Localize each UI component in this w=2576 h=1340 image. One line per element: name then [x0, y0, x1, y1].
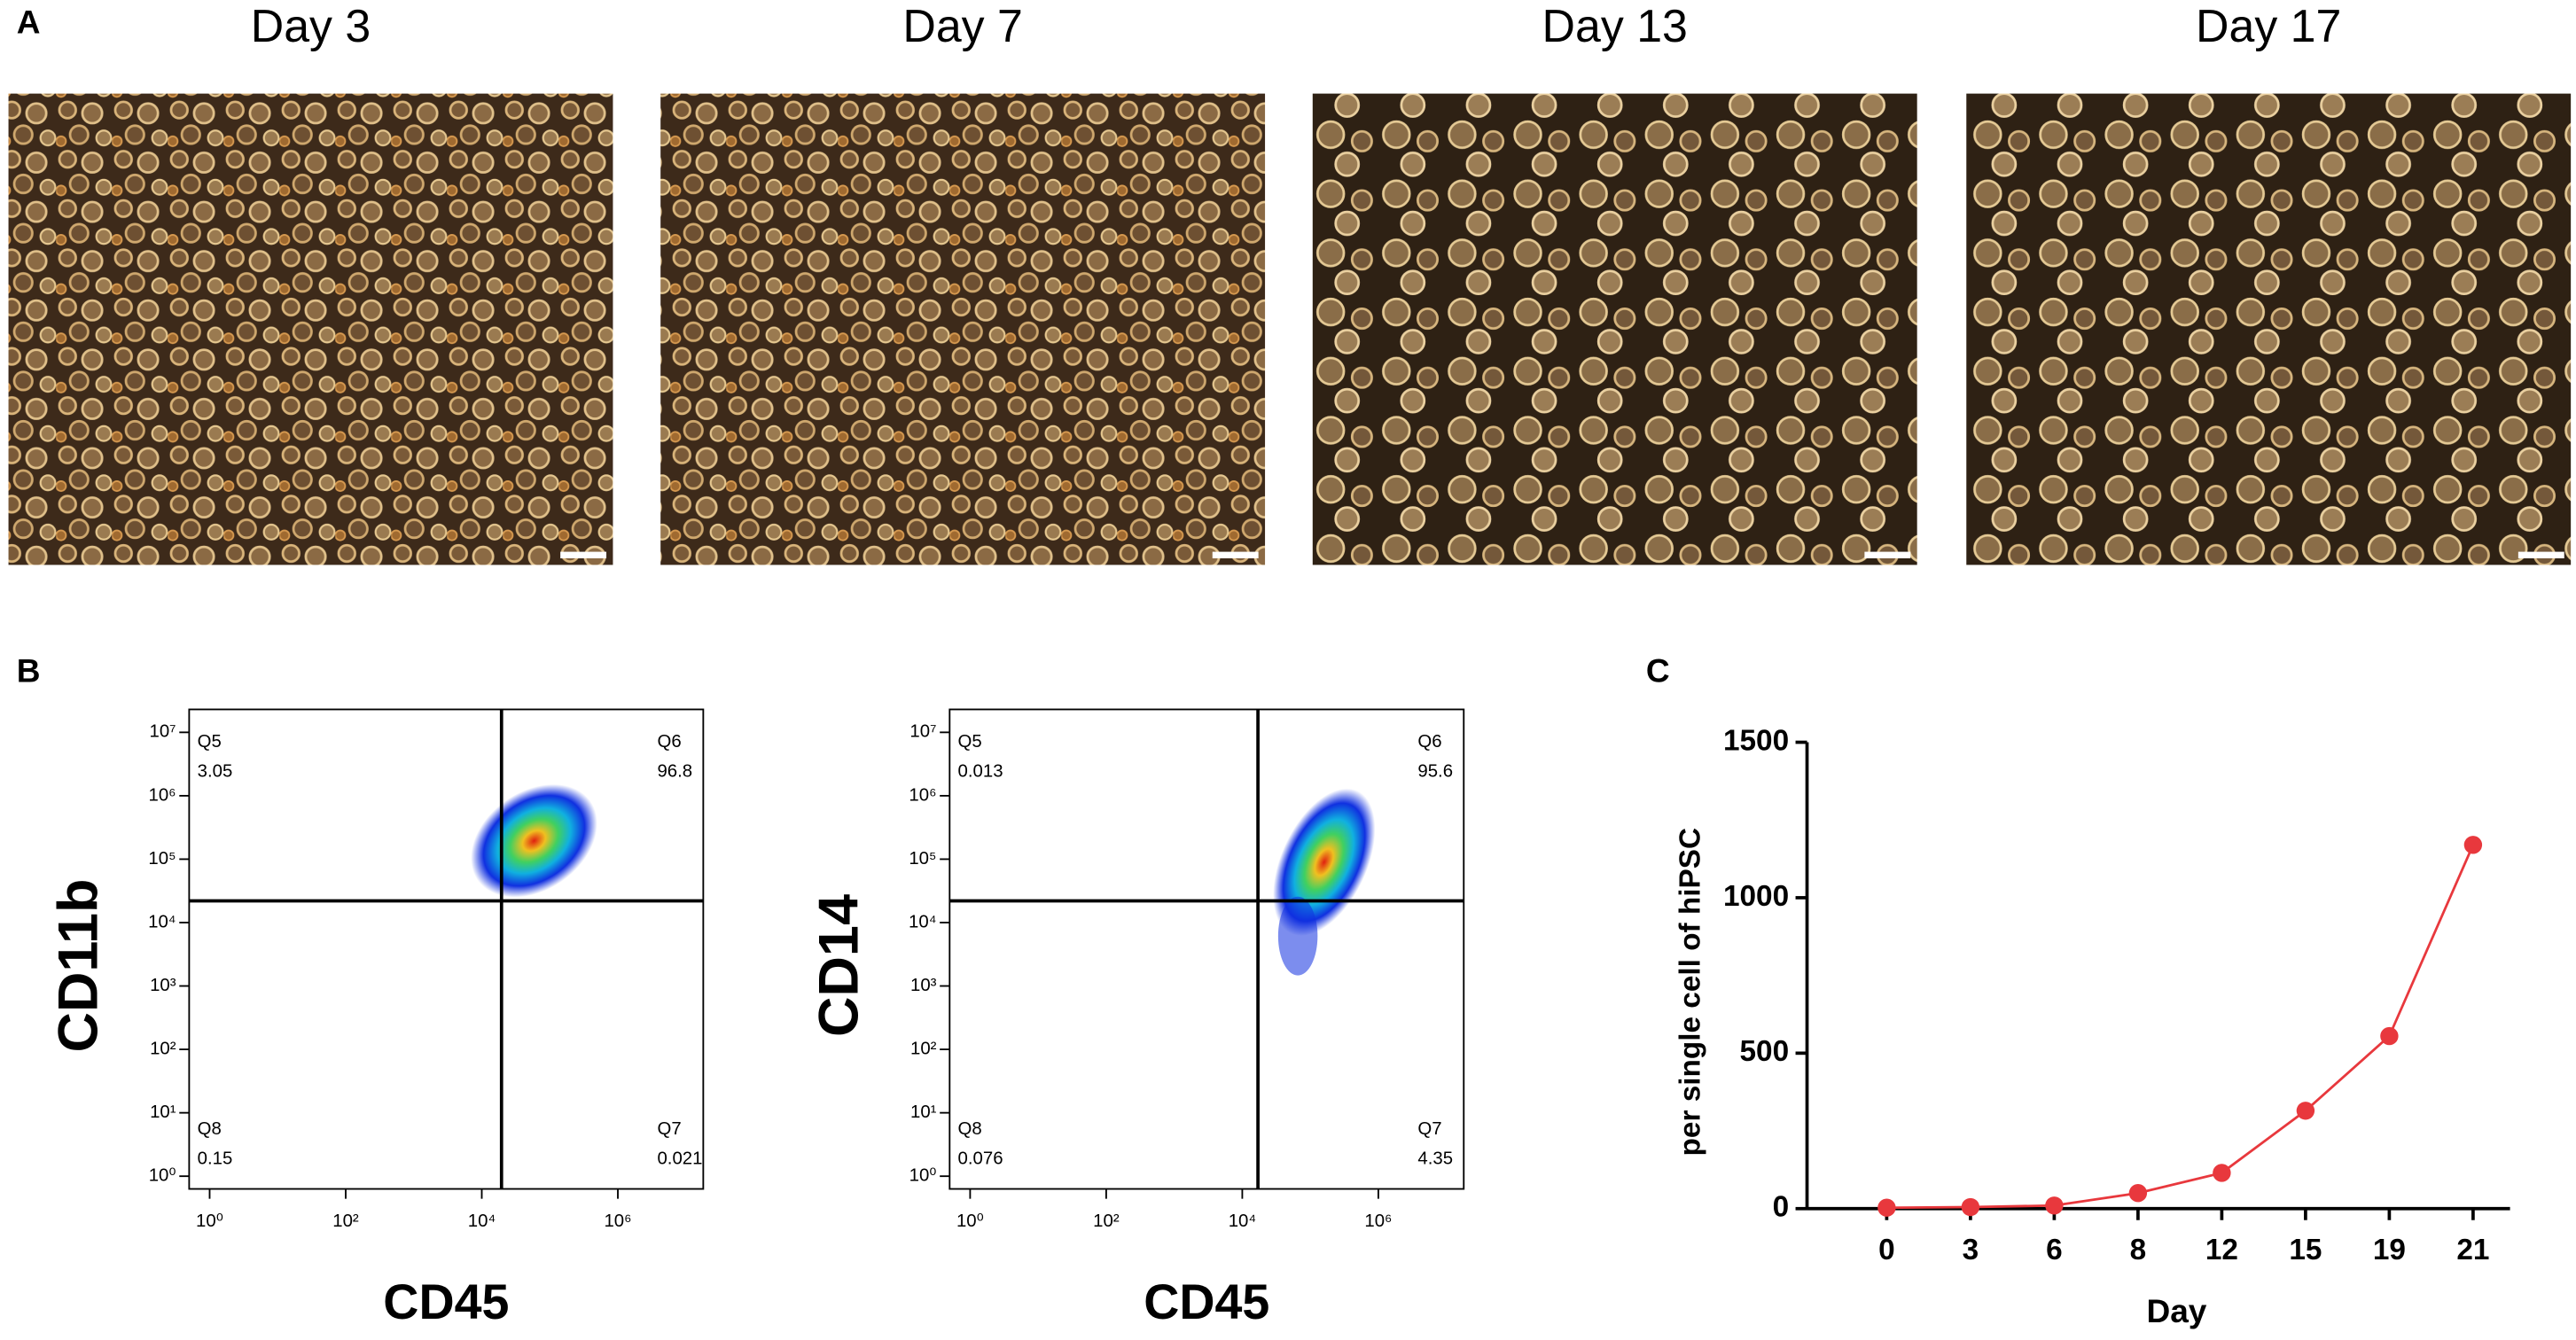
quadrant-name: Q6: [657, 732, 681, 752]
quadrant-value: 0.021: [657, 1149, 702, 1169]
x-axis-label: Day: [2146, 1292, 2206, 1329]
y-tick-label: 10⁵: [909, 849, 936, 869]
data-point: [2045, 1196, 2064, 1215]
y-tick-label: 0: [1773, 1191, 1790, 1224]
image-title: Day 7: [902, 0, 1023, 51]
y-tick-label: 1000: [1723, 880, 1789, 913]
x-tick-label: 10⁶: [1364, 1211, 1392, 1231]
quadrant-name: Q7: [657, 1119, 681, 1139]
panel-label: B: [17, 651, 41, 689]
y-tick-label: 10¹: [150, 1102, 176, 1122]
image-title: Day 13: [1542, 0, 1688, 51]
scale-bar: [1212, 551, 1259, 558]
quadrant-name: Q6: [1417, 732, 1441, 752]
y-tick-label: 1500: [1723, 724, 1789, 757]
data-point: [2380, 1026, 2399, 1046]
y-tick-label: 10²: [910, 1039, 937, 1058]
scale-bar: [1864, 551, 1911, 558]
x-tick-label: 19: [2373, 1234, 2406, 1266]
density-cloud: [1273, 788, 1376, 936]
y-tick-label: 10³: [150, 976, 176, 995]
y-tick-label: 10⁴: [148, 912, 176, 931]
density-tail: [1277, 896, 1318, 976]
x-tick-label: 10⁴: [468, 1211, 496, 1231]
data-point: [2128, 1184, 2148, 1203]
data-point: [2213, 1164, 2231, 1182]
x-axis-label: CD45: [1144, 1274, 1269, 1329]
x-tick-label: 10⁰: [956, 1211, 984, 1231]
y-axis-label: CD11b: [48, 878, 110, 1052]
micrograph: [1966, 93, 2572, 565]
quadrant-value: 4.35: [1417, 1149, 1453, 1169]
data-point: [2296, 1102, 2315, 1120]
density-cloud: [471, 783, 597, 898]
plot-frame: [948, 708, 1465, 1190]
quadrant-value: 95.6: [1417, 761, 1453, 781]
quadrant-value: 0.076: [958, 1149, 1003, 1169]
x-tick-label: 10⁰: [196, 1211, 223, 1231]
y-tick-label: 10²: [150, 1039, 176, 1058]
y-tick-label: 10⁶: [909, 785, 936, 805]
quadrant-name: Q8: [958, 1119, 982, 1139]
x-tick-label: 3: [1963, 1234, 1979, 1266]
y-tick-label: 500: [1740, 1035, 1790, 1068]
micrograph: [660, 93, 1266, 565]
y-tick-label: 10³: [910, 976, 937, 995]
image-title: Day 17: [2196, 0, 2341, 51]
x-tick-label: 10²: [1093, 1211, 1120, 1231]
quadrant-value: 0.15: [198, 1149, 233, 1169]
y-tick-label: 10⁷: [150, 722, 176, 742]
image-title: Day 3: [251, 0, 371, 51]
x-tick-label: 6: [2046, 1234, 2063, 1266]
y-axis-label: per single cell of hiPSC: [1674, 828, 1707, 1157]
y-tick-label: 10⁰: [909, 1166, 937, 1186]
x-tick-label: 10⁶: [604, 1211, 631, 1231]
y-tick-label: 10⁶: [148, 785, 176, 805]
x-tick-label: 21: [2456, 1234, 2489, 1266]
y-tick-label: 10⁵: [148, 849, 176, 869]
y-axis-label: CD14: [808, 894, 870, 1037]
micrograph: [8, 93, 613, 565]
x-tick-label: 10²: [332, 1211, 359, 1231]
quadrant-name: Q5: [198, 732, 222, 752]
y-tick-label: 10⁴: [909, 912, 936, 931]
y-tick-label: 10⁷: [909, 722, 936, 742]
data-point: [2463, 836, 2483, 854]
data-line: [1886, 844, 2475, 1210]
data-point: [1877, 1198, 1896, 1217]
y-tick-label: 10¹: [910, 1102, 937, 1122]
x-tick-label: 15: [2289, 1234, 2322, 1266]
quadrant-name: Q7: [1417, 1119, 1441, 1139]
x-tick-label: 8: [2130, 1234, 2147, 1266]
micrograph: [1312, 93, 1917, 565]
x-axis-label: CD45: [383, 1274, 509, 1329]
scale-bar: [2517, 551, 2564, 558]
x-tick-label: 0: [1878, 1234, 1895, 1266]
plot-frame: [188, 708, 705, 1190]
quadrant-name: Q5: [958, 732, 982, 752]
data-point: [1961, 1197, 1980, 1217]
scale-bar: [560, 551, 607, 558]
y-tick-label: 10⁰: [149, 1166, 176, 1186]
panel-label: A: [17, 4, 41, 41]
x-tick-label: 12: [2205, 1234, 2238, 1266]
panel-label: C: [1646, 651, 1670, 689]
quadrant-value: 0.013: [958, 761, 1003, 781]
x-tick-label: 10⁴: [1229, 1211, 1256, 1231]
quadrant-value: 3.05: [198, 761, 233, 781]
quadrant-value: 96.8: [657, 761, 692, 781]
quadrant-name: Q8: [198, 1119, 222, 1139]
